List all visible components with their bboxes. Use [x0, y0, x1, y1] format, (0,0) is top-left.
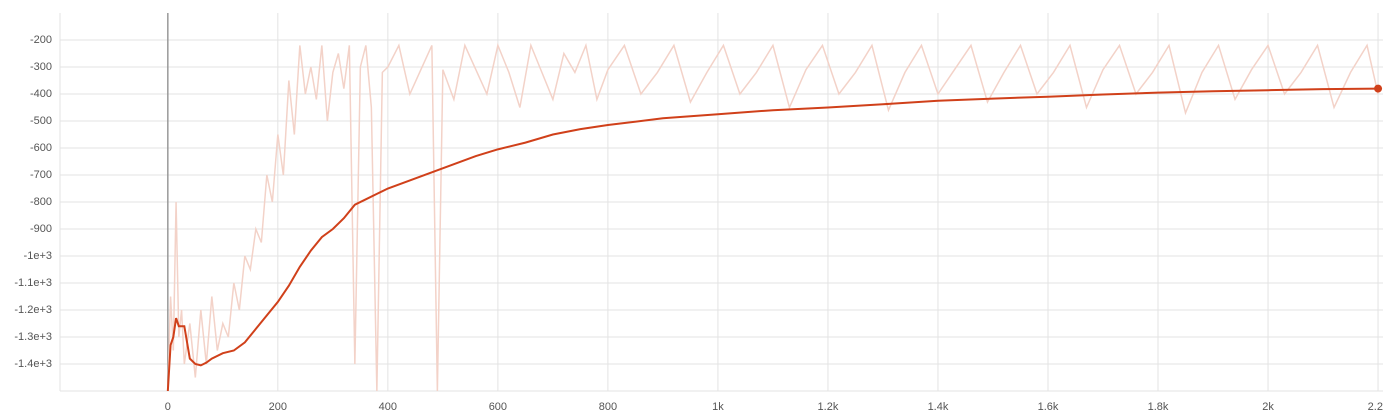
y-tick-label: -1e+3 — [24, 250, 52, 262]
x-tick-label: 2k — [1262, 401, 1274, 413]
x-tick-label: 600 — [489, 401, 507, 413]
y-tick-label: -600 — [30, 142, 52, 154]
y-tick-label: -1.2e+3 — [14, 304, 52, 316]
x-tick-label: 1.2k — [818, 401, 839, 413]
x-tick-label: 400 — [379, 401, 397, 413]
end-point — [1374, 84, 1383, 93]
y-tick-label: -300 — [30, 61, 52, 73]
x-tick-label: 0 — [165, 401, 171, 413]
y-tick-label: -1.3e+3 — [14, 331, 52, 343]
y-tick-label: -200 — [30, 34, 52, 46]
y-tick-label: -900 — [30, 223, 52, 235]
x-tick-label: 200 — [269, 401, 287, 413]
y-tick-label: -700 — [30, 169, 52, 181]
series-line — [166, 87, 1379, 392]
x-tick-label: 1k — [712, 401, 724, 413]
y-tick-label: -500 — [30, 115, 52, 127]
y-tick-label: -1.1e+3 — [14, 277, 52, 289]
x-tick-label: 2.2k — [1368, 401, 1383, 413]
x-tick-label: 1.8k — [1148, 401, 1169, 413]
x-tick-label: 1.4k — [928, 401, 949, 413]
series-line — [167, 42, 1379, 392]
x-tick-label: 1.6k — [1038, 401, 1059, 413]
y-tick-label: -400 — [30, 88, 52, 100]
y-tick-label: -1.4e+3 — [14, 358, 52, 370]
y-tick-label: -800 — [30, 196, 52, 208]
x-tick-label: 800 — [599, 401, 617, 413]
